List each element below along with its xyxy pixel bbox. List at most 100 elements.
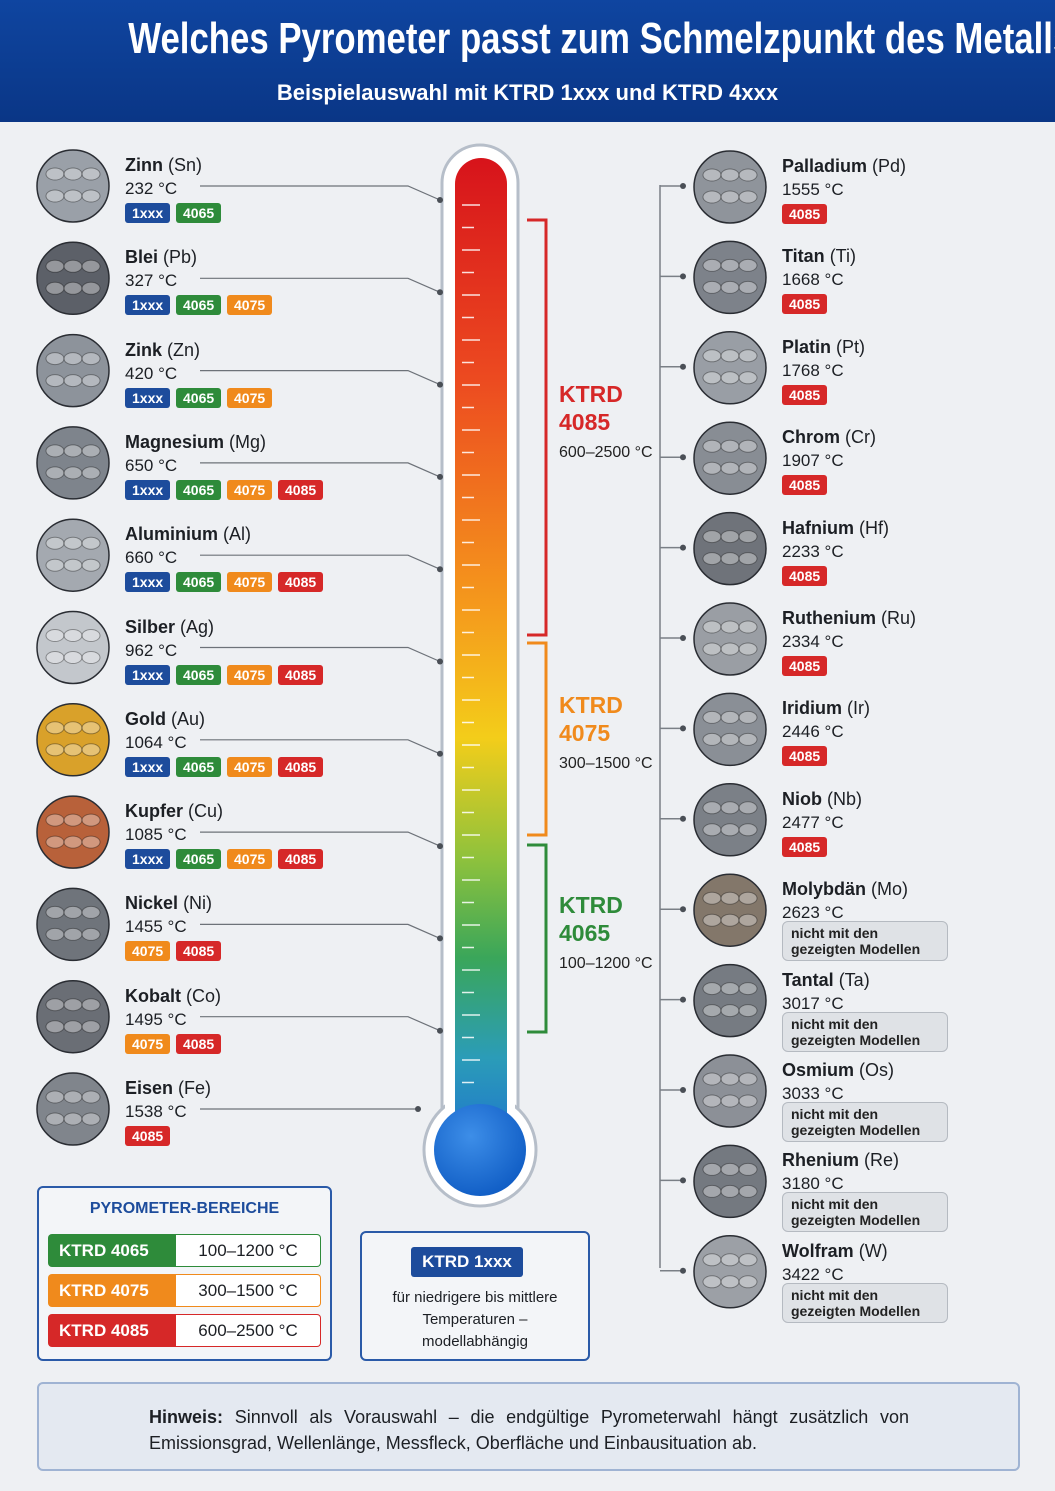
model-badge: 4085 bbox=[782, 746, 828, 767]
metal-texture bbox=[702, 620, 722, 634]
connector-dot bbox=[437, 658, 443, 665]
metal-image bbox=[693, 1235, 767, 1309]
model-badge: 4085 bbox=[782, 836, 828, 857]
metal-texture bbox=[720, 258, 740, 272]
connector bbox=[200, 554, 441, 570]
metal-texture bbox=[738, 349, 758, 363]
metal-texture bbox=[63, 1112, 83, 1126]
metal-texture bbox=[63, 998, 83, 1012]
model-badge: 4085 bbox=[176, 941, 222, 962]
model-badge: 1xxx bbox=[125, 572, 171, 593]
metal-image bbox=[693, 873, 767, 947]
connector-dot bbox=[680, 544, 686, 551]
metal-texture bbox=[720, 1004, 740, 1018]
metal-label: Molybdän bbox=[782, 879, 866, 900]
metal-texture bbox=[702, 1072, 722, 1086]
metal-label: Titan bbox=[782, 246, 825, 267]
metal-symbol: (Pd) bbox=[872, 156, 907, 176]
metal-name: Hafnium (Hf) bbox=[782, 518, 889, 539]
melting-point: 3180 °C bbox=[782, 1174, 844, 1194]
connector bbox=[200, 646, 441, 663]
metal-texture bbox=[720, 371, 740, 385]
metal-texture bbox=[738, 371, 758, 385]
metal-name: Magnesium (Mg) bbox=[125, 432, 266, 453]
metal-texture bbox=[63, 536, 83, 550]
metal-texture bbox=[45, 189, 65, 203]
metal-name: Tantal (Ta) bbox=[782, 970, 870, 991]
metal-texture bbox=[63, 835, 83, 849]
metal-name: Iridium (Ir) bbox=[782, 698, 870, 719]
metal-name: Niob (Nb) bbox=[782, 789, 862, 810]
metal-texture bbox=[63, 629, 83, 642]
metal-name: Kupfer (Cu) bbox=[125, 801, 223, 822]
model-badge: 4075 bbox=[227, 295, 273, 316]
melting-point: 2334 °C bbox=[782, 632, 844, 651]
range-label: KTRD 4085 bbox=[559, 380, 623, 436]
metal-texture bbox=[720, 732, 740, 746]
model-badge: 4085 bbox=[782, 384, 828, 405]
metal-texture bbox=[738, 1184, 758, 1198]
metal-label: Ruthenium bbox=[782, 608, 876, 628]
metal-texture bbox=[45, 167, 65, 181]
metal-image bbox=[36, 795, 110, 869]
metal-texture bbox=[738, 258, 758, 272]
metal-texture bbox=[702, 280, 722, 294]
metal-texture bbox=[45, 259, 65, 273]
metal-texture bbox=[702, 349, 722, 363]
melting-point: 1668 °C bbox=[782, 270, 844, 290]
legend-range: 100–1200 °C bbox=[176, 1234, 321, 1267]
metal-texture bbox=[738, 891, 758, 905]
metal-image bbox=[693, 331, 767, 405]
metal-label: Nickel bbox=[125, 893, 179, 914]
metal-texture bbox=[720, 1275, 740, 1289]
metal-texture bbox=[45, 629, 65, 642]
connector-dot bbox=[437, 381, 443, 388]
metal-texture bbox=[63, 167, 83, 181]
metal-texture bbox=[81, 189, 101, 203]
metal-texture bbox=[720, 1162, 740, 1176]
range-bracket bbox=[527, 843, 548, 1034]
metal-image bbox=[693, 1144, 767, 1219]
model-badge: 1xxx bbox=[125, 664, 171, 685]
metal-symbol: (Mo) bbox=[871, 879, 909, 900]
connector bbox=[200, 831, 441, 847]
metal-texture bbox=[45, 374, 65, 388]
metal-name: Ruthenium (Ru) bbox=[782, 608, 916, 629]
metal-texture bbox=[738, 732, 758, 746]
metal-name: Nickel (Ni) bbox=[125, 893, 212, 914]
metal-name: Palladium (Pd) bbox=[782, 156, 906, 177]
metal-label: Iridium bbox=[782, 698, 843, 719]
metal-texture bbox=[702, 891, 722, 905]
metal-symbol: (Ir) bbox=[847, 698, 871, 719]
metal-label: Zinn bbox=[125, 155, 163, 175]
connector bbox=[200, 277, 441, 293]
metal-texture bbox=[738, 439, 758, 453]
metal-texture bbox=[63, 651, 83, 664]
metal-symbol: (Mg) bbox=[229, 431, 267, 452]
metal-texture bbox=[63, 558, 83, 572]
melting-point: 660 °C bbox=[125, 548, 178, 568]
metal-texture bbox=[720, 461, 740, 475]
metal-name: Zinn (Sn) bbox=[125, 155, 202, 176]
connector-dot bbox=[680, 454, 686, 461]
metal-symbol: (Cr) bbox=[845, 427, 876, 448]
connector-dot bbox=[680, 725, 686, 732]
melting-point: 420 °C bbox=[125, 363, 178, 383]
metal-texture bbox=[81, 374, 101, 388]
metal-texture bbox=[81, 259, 101, 273]
metal-image bbox=[693, 783, 767, 857]
metal-texture bbox=[720, 530, 740, 544]
metal-image bbox=[693, 692, 767, 767]
model-badge: 1xxx bbox=[125, 479, 171, 500]
metal-texture bbox=[45, 466, 65, 480]
connector bbox=[200, 923, 441, 939]
metal-texture bbox=[81, 651, 101, 664]
range-label: KTRD 4065 bbox=[559, 891, 623, 947]
note-box: Hinweis: Sinnvoll als Vorauswahl – die e… bbox=[37, 1382, 1020, 1471]
model-badge: 4075 bbox=[227, 572, 273, 593]
melting-point: 1768 °C bbox=[782, 360, 844, 380]
metal-texture bbox=[720, 913, 740, 927]
metal-texture bbox=[81, 558, 101, 572]
metal-texture bbox=[720, 982, 740, 996]
